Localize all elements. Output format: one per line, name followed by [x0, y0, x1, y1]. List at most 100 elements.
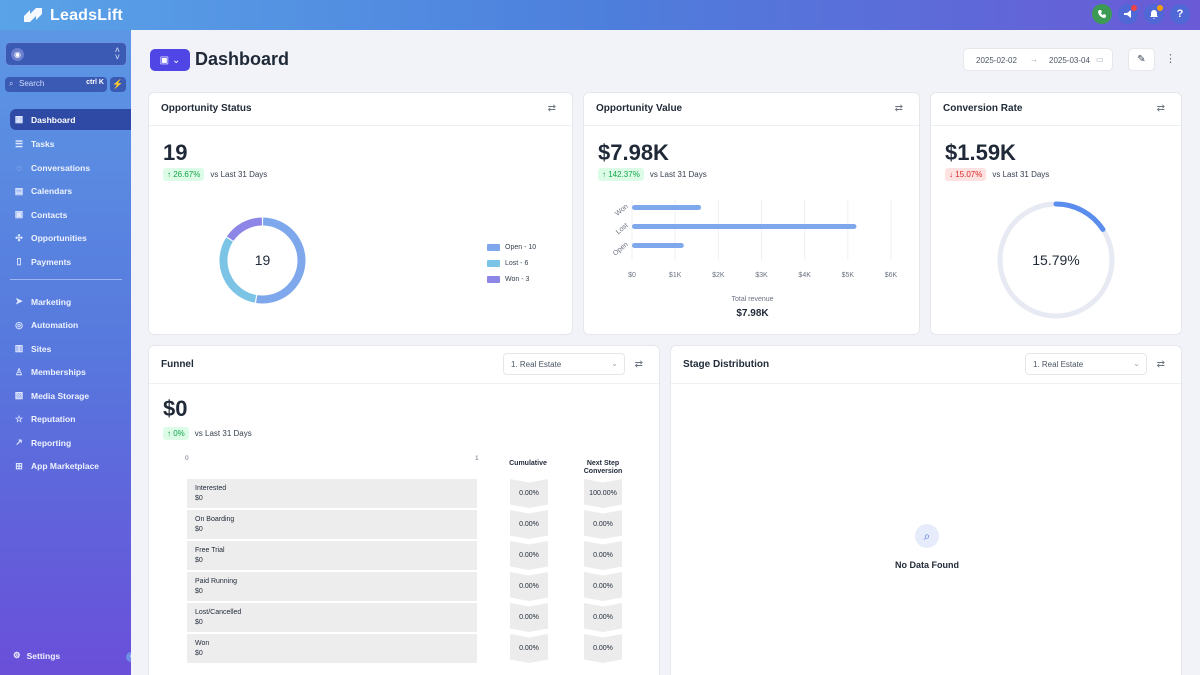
swap-icon[interactable]: ⇄ — [894, 103, 903, 114]
sidebar-item-marketing[interactable]: ➤ Marketing — [10, 290, 131, 314]
change-badge: ↑ 142.37% — [598, 168, 644, 181]
sidebar-item-reputation[interactable]: ☆ Reputation — [14, 413, 76, 425]
sidebar-item-app-marketplace[interactable]: ⊞ App Marketplace — [10, 455, 131, 479]
compare-label: vs Last 31 Days — [210, 170, 268, 179]
reporting-icon: ↗ — [15, 437, 23, 448]
x-tick-label: $1K — [669, 272, 682, 279]
date-start: 2025-02-02 — [976, 56, 1017, 65]
stage-value: $0 — [195, 650, 203, 657]
more-options-icon[interactable]: ⋮ — [1165, 53, 1176, 65]
dashboard-icon: ▦ — [14, 114, 24, 124]
date-range-picker[interactable]: 2025-02-02 → 2025-03-04 ▭ — [963, 48, 1113, 71]
trend-row: ↑ 0% vs Last 31 Days — [163, 427, 252, 440]
stage-name: Won — [195, 640, 210, 647]
help-icon[interactable]: ? — [1170, 4, 1190, 24]
sidebar-item-conversations[interactable]: ◌ Conversations — [10, 156, 131, 180]
revenue-bar[interactable] — [632, 243, 684, 248]
total-revenue-value: $7.98K — [736, 308, 769, 319]
calendar-icon: ▤ — [14, 185, 24, 196]
donut-slice[interactable] — [226, 217, 263, 242]
x-tick-label: $3K — [755, 272, 768, 279]
funnel-stage-row[interactable]: Lost/Cancelled $0 — [187, 603, 477, 632]
legend-item-won[interactable]: Won - 3 — [487, 271, 536, 287]
swap-icon[interactable]: ⇄ — [1156, 359, 1165, 370]
swap-icon[interactable]: ⇄ — [634, 359, 643, 370]
stage-value: $0 — [195, 557, 203, 564]
cumulative-cell: 0.00% — [510, 541, 548, 570]
funnel-stage-row[interactable]: On Boarding $0 — [187, 510, 477, 539]
funnel-stage-row[interactable]: Won $0 — [187, 634, 477, 663]
bell-icon[interactable] — [1144, 4, 1164, 24]
nav-secondary: ➤ Marketing ◎ Automation ▥ Sites ♙ Membe… — [10, 290, 131, 478]
sidebar-item-sites[interactable]: ▥ Sites — [14, 343, 52, 354]
sidebar-item-dashboard[interactable]: ▦ Dashboard — [10, 109, 131, 130]
revenue-bar[interactable] — [632, 205, 702, 210]
sidebar-item-reporting[interactable]: ↗ Reporting — [10, 431, 131, 455]
revenue-bar[interactable] — [632, 224, 857, 229]
stage-name: Interested — [195, 485, 227, 492]
sidebar-item-tasks[interactable]: ☰ Tasks — [14, 138, 55, 150]
megaphone-icon[interactable] — [1118, 4, 1138, 24]
stage-value: $0 — [195, 619, 203, 626]
conversion-value: $1.59K — [945, 140, 1016, 165]
next-step-cell: 0.00% — [584, 572, 622, 601]
change-badge: ↑ 26.67% — [163, 168, 205, 181]
star-icon: ☆ — [14, 413, 24, 424]
funnel-axis-min: 0 — [185, 455, 189, 462]
top-bar: LeadsLift ? — [0, 0, 1200, 30]
pipeline-select[interactable]: 1. Real Estate ⌄ — [503, 353, 625, 375]
y-category-label: Won — [614, 203, 630, 218]
sidebar-item-contacts[interactable]: ▣ Contacts — [14, 209, 68, 220]
donut-slice[interactable] — [219, 237, 257, 303]
search-icon: ⌕ — [915, 524, 939, 548]
stage-name: Paid Running — [195, 578, 238, 585]
sidebar: ◉ ˄ ˅ ⌕ Search ctrl K ⚡ ▦ Dashboard ☰ Tas… — [0, 30, 136, 675]
automation-icon: ◎ — [15, 319, 23, 330]
main-content: ▣ ⌄ Dashboard 2025-02-02 → 2025-03-04 ▭ … — [131, 30, 1200, 675]
funnel-stage-row[interactable]: Free Trial $0 — [187, 541, 477, 570]
pipeline-select[interactable]: 1. Real Estate ⌄ — [1025, 353, 1147, 375]
edit-dashboard-button[interactable]: ✎ — [1128, 48, 1155, 71]
account-switcher[interactable]: ◉ ˄ ˅ — [5, 42, 127, 66]
donut-slice[interactable] — [256, 217, 306, 304]
page-title: Dashboard — [195, 49, 290, 69]
compare-label: vs Last 31 Days — [992, 170, 1050, 179]
legend-swatch — [487, 275, 500, 283]
card-title: Conversion Rate — [943, 103, 1023, 114]
sidebar-item-media-storage[interactable]: ▧ Media Storage — [14, 390, 90, 401]
pencil-icon: ✎ — [1137, 54, 1146, 65]
sidebar-item-automation[interactable]: ◎ Automation — [10, 314, 131, 338]
brand[interactable]: LeadsLift — [22, 6, 123, 26]
marketplace-icon: ⊞ — [15, 460, 23, 471]
donut-center-label: 19 — [255, 252, 271, 268]
x-tick-label: $5K — [842, 272, 855, 279]
legend-item-lost[interactable]: Lost - 6 — [487, 255, 536, 271]
gear-icon: ⚙ — [13, 650, 21, 660]
quick-action-icon[interactable]: ⚡ — [110, 77, 126, 92]
phone-icon[interactable] — [1092, 4, 1112, 24]
sidebar-item-payments[interactable]: ▯ Payments — [10, 250, 131, 274]
sidebar-item-memberships[interactable]: ♙ Memberships — [14, 366, 86, 378]
next-step-cell: 100.00% — [584, 479, 622, 508]
stage-value: $0 — [195, 495, 203, 502]
legend-swatch — [487, 243, 500, 251]
card-title: Opportunity Status — [161, 103, 252, 114]
conversion-rate-card: Conversion Rate ⇄ $1.59K ↓ 15.07% vs Las… — [930, 92, 1182, 335]
donut-legend: Open - 10 Lost - 6 Won - 3 — [487, 239, 536, 287]
sidebar-item-opportunities[interactable]: ✣ Opportunities — [10, 227, 131, 251]
nav-primary: ▦ Dashboard ☰ Tasks ◌ Conversations ▤ Ca… — [10, 109, 131, 274]
chart-xlabel: Total revenue — [731, 296, 774, 303]
calendar-icon: ▭ — [1096, 55, 1104, 64]
legend-item-open[interactable]: Open - 10 — [487, 239, 536, 255]
swap-icon[interactable]: ⇄ — [1156, 103, 1165, 114]
sidebar-item-settings[interactable]: ⚙ Settings — [13, 650, 61, 661]
send-icon: ➤ — [15, 296, 23, 307]
view-switcher-button[interactable]: ▣ ⌄ — [150, 49, 190, 71]
search-input[interactable]: ⌕ Search ctrl K — [5, 77, 107, 92]
location-icon: ◉ — [11, 48, 24, 61]
sidebar-item-calendars[interactable]: ▤ Calendars — [14, 185, 73, 197]
funnel-stage-row[interactable]: Interested $0 — [187, 479, 477, 508]
funnel-axis-max: 1 — [475, 455, 479, 462]
funnel-stage-row[interactable]: Paid Running $0 — [187, 572, 477, 601]
swap-icon[interactable]: ⇄ — [547, 103, 556, 114]
